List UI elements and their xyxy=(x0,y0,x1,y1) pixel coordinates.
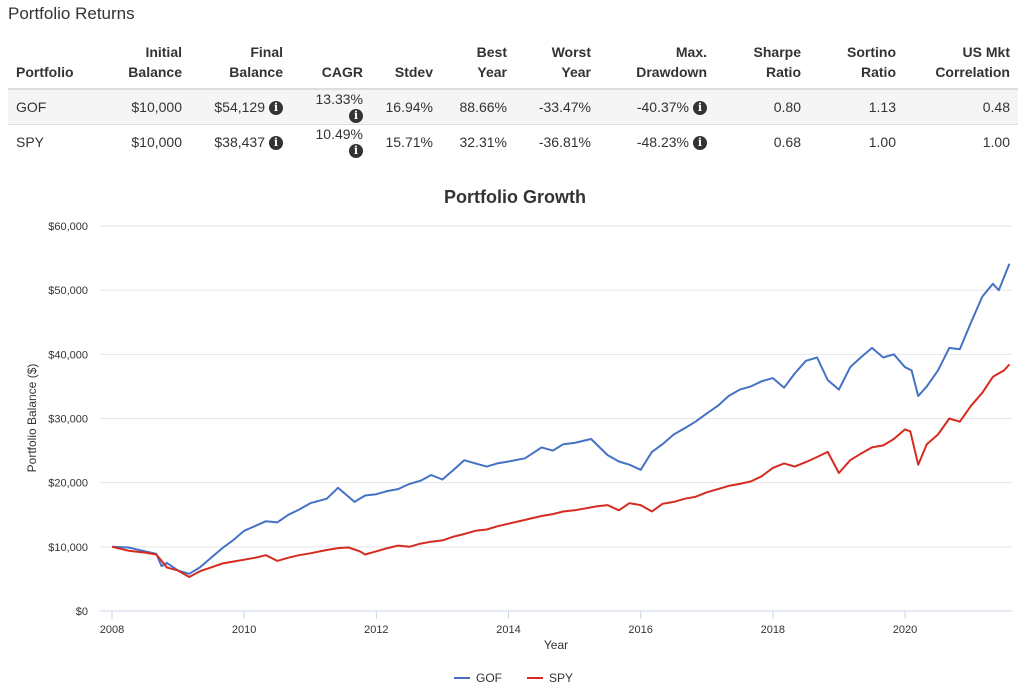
cell-cagr: 10.49%i xyxy=(291,124,371,159)
legend-spy-label[interactable]: SPY xyxy=(549,671,573,685)
x-axis-label: Year xyxy=(544,638,568,652)
cell-best-year: 88.66% xyxy=(441,88,515,125)
cell-sharpe-ratio: 0.80 xyxy=(715,88,809,125)
cell-portfolio: SPY xyxy=(8,124,100,159)
table-row: SPY $10,000 $38,437 i 10.49%i 15.71% 32.3… xyxy=(8,124,1018,159)
y-tick-label: $30,000 xyxy=(48,414,88,426)
col-stdev: Stdev xyxy=(371,40,441,90)
cell-best-year: 32.31% xyxy=(441,124,515,159)
y-axis-ticks: $0 $10,000 $20,000 $30,000 $40,000 $50,000 $60… xyxy=(48,221,88,618)
returns-table: Portfolio Initial Balance Final Balance CA… xyxy=(8,40,1018,159)
info-icon[interactable]: i xyxy=(349,144,363,158)
cell-sortino-ratio: 1.00 xyxy=(809,124,904,159)
chart-title: Portfolio Growth xyxy=(444,187,586,207)
y-tick-label: $20,000 xyxy=(48,478,88,490)
cell-worst-year: -33.47% xyxy=(515,88,599,125)
y-tick-label: $0 xyxy=(76,606,88,618)
x-tick-label: 2020 xyxy=(893,624,917,636)
info-icon[interactable]: i xyxy=(349,109,363,123)
col-cagr: CAGR xyxy=(291,40,371,90)
cell-initial-balance: $10,000 xyxy=(100,88,190,125)
section-title: Portfolio Returns xyxy=(8,4,135,23)
info-icon[interactable]: i xyxy=(693,101,707,115)
grid-lines xyxy=(100,225,1012,548)
info-icon[interactable]: i xyxy=(269,101,283,115)
col-final-balance: Final Balance xyxy=(190,40,291,90)
col-portfolio: Portfolio xyxy=(8,40,100,90)
table-header-row: Portfolio Initial Balance Final Balance CA… xyxy=(8,40,1018,90)
x-tick-label: 2014 xyxy=(496,624,520,636)
cell-worst-year: -36.81% xyxy=(515,124,599,159)
y-tick-label: $60,000 xyxy=(48,221,88,233)
col-us-mkt-correlation: US Mkt Correlation xyxy=(904,40,1018,90)
info-icon[interactable]: i xyxy=(269,136,283,150)
x-tick-label: 2012 xyxy=(364,624,388,636)
col-best-year: Best Year xyxy=(441,40,515,90)
legend-gof-label[interactable]: GOF xyxy=(476,671,502,685)
cell-us-mkt-correlation: 0.48 xyxy=(904,88,1018,125)
series-line-spy[interactable] xyxy=(111,363,1011,578)
table-row: GOF $10,000 $54,129 i 13.33%i 16.94% 88.6… xyxy=(8,88,1018,125)
cell-sharpe-ratio: 0.68 xyxy=(715,124,809,159)
col-max-drawdown: Max. Drawdown xyxy=(599,40,715,90)
info-icon[interactable]: i xyxy=(693,136,707,150)
x-tick-label: 2018 xyxy=(761,624,785,636)
col-worst-year: Worst Year xyxy=(515,40,599,90)
series-lines xyxy=(111,263,1011,578)
cell-max-drawdown: -48.23% i xyxy=(599,124,715,159)
cell-us-mkt-correlation: 1.00 xyxy=(904,124,1018,159)
cell-final-balance: $38,437 i xyxy=(190,124,291,159)
y-tick-label: $50,000 xyxy=(48,285,88,297)
col-sortino-ratio: Sortino Ratio xyxy=(809,40,904,90)
series-line-gof[interactable] xyxy=(111,263,1011,575)
y-tick-label: $10,000 xyxy=(48,542,88,554)
cell-initial-balance: $10,000 xyxy=(100,124,190,159)
cell-final-balance: $54,129 i xyxy=(190,88,291,125)
cell-portfolio: GOF xyxy=(8,88,100,125)
y-axis-label: Portfolio Balance ($) xyxy=(25,364,39,473)
portfolio-growth-chart: Portfolio Growth $0 $10,000 $20,000 $30,000… xyxy=(25,187,1012,685)
x-tick-label: 2008 xyxy=(100,624,124,636)
col-sharpe-ratio: Sharpe Ratio xyxy=(715,40,809,90)
cell-cagr: 13.33%i xyxy=(291,88,371,125)
cell-stdev: 16.94% xyxy=(371,88,441,125)
cell-max-drawdown: -40.37% i xyxy=(599,88,715,125)
col-initial-balance: Initial Balance xyxy=(100,40,190,90)
x-tick-label: 2010 xyxy=(232,624,256,636)
x-tick-label: 2016 xyxy=(628,624,652,636)
legend: GOF SPY xyxy=(454,671,573,685)
cell-sortino-ratio: 1.13 xyxy=(809,88,904,125)
y-tick-label: $40,000 xyxy=(48,349,88,361)
cell-stdev: 15.71% xyxy=(371,124,441,159)
x-axis-ticks: 2008 2010 2012 2014 2016 2018 2020 xyxy=(100,611,917,636)
